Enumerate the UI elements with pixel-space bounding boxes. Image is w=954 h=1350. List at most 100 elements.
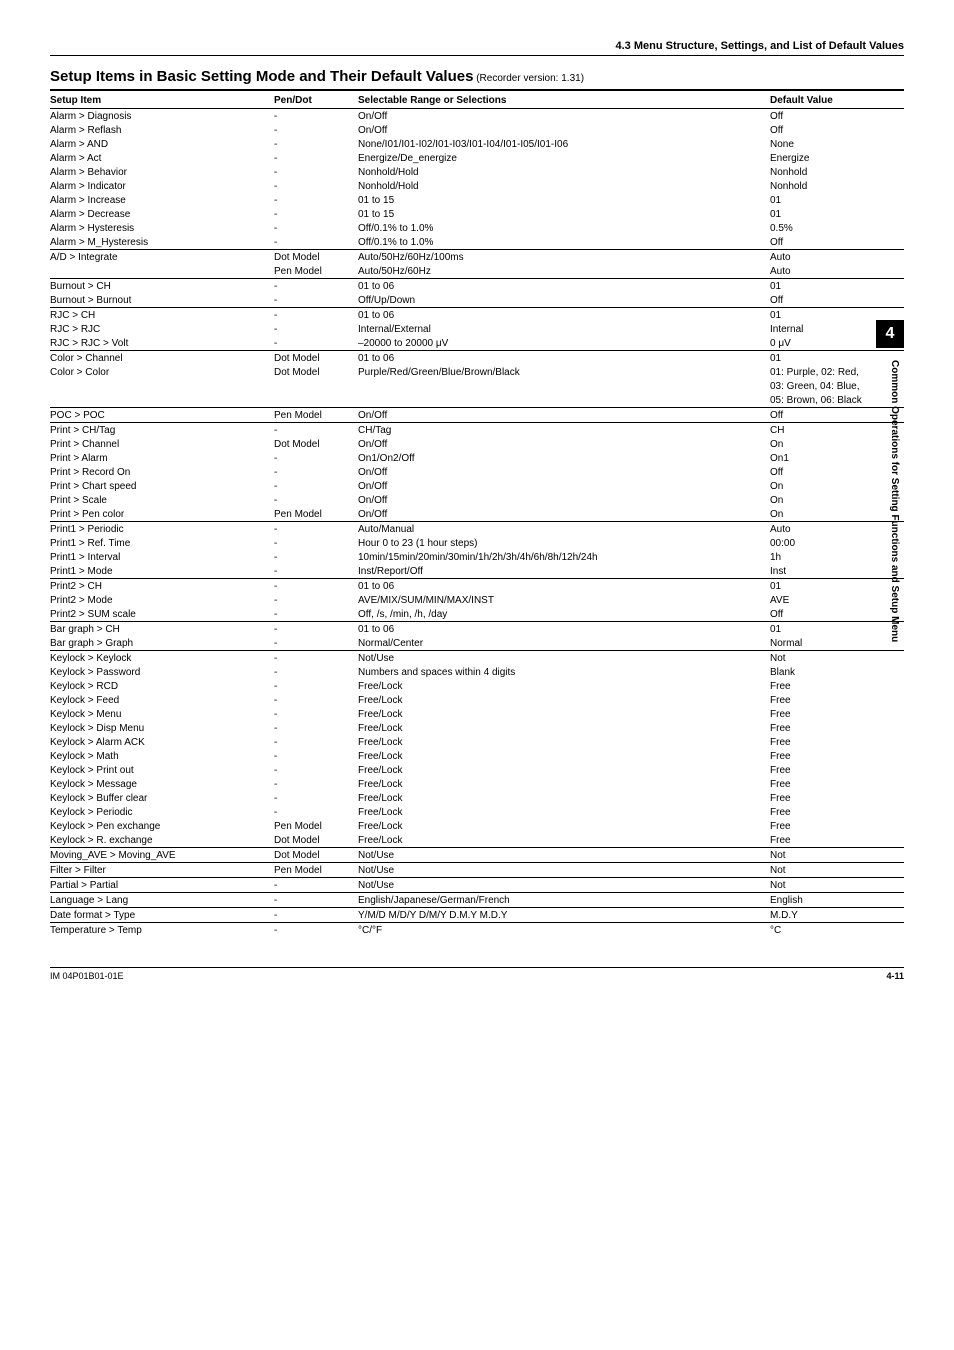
table-row: Alarm > M_Hysteresis-Off/0.1% to 1.0%Off (50, 235, 904, 250)
table-cell: None (770, 137, 904, 151)
table-row: Alarm > Reflash-On/OffOff (50, 123, 904, 137)
table-cell: Auto (770, 522, 904, 537)
table-cell: 01 to 06 (358, 351, 770, 366)
table-row: Keylock > RCD-Free/LockFree (50, 679, 904, 693)
table-cell: Free (770, 819, 904, 833)
table-row: Alarm > AND-None/I01/I01-I02/I01-I03/I01… (50, 137, 904, 151)
table-cell: –20000 to 20000 μV (358, 336, 770, 351)
table-row: Print > Scale-On/OffOn (50, 493, 904, 507)
table-cell: - (274, 749, 358, 763)
table-cell: Alarm > AND (50, 137, 274, 151)
table-cell: Dot Model (274, 437, 358, 451)
table-cell: Off (770, 235, 904, 250)
table-cell: On (770, 437, 904, 451)
table-row: A/D > IntegrateDot ModelAuto/50Hz/60Hz/1… (50, 250, 904, 265)
table-row: Print > Record On-On/OffOff (50, 465, 904, 479)
table-cell: Keylock > Password (50, 665, 274, 679)
table-row: Keylock > Periodic-Free/LockFree (50, 805, 904, 819)
table-cell: Free/Lock (358, 749, 770, 763)
table-cell: Inst (770, 564, 904, 579)
table-cell: Burnout > Burnout (50, 293, 274, 308)
table-row: Alarm > Indicator-Nonhold/HoldNonhold (50, 179, 904, 193)
table-cell: Blank (770, 665, 904, 679)
table-row: Burnout > CH-01 to 0601 (50, 279, 904, 294)
table-cell (50, 264, 274, 279)
table-cell: 01 (770, 622, 904, 637)
table-cell: - (274, 179, 358, 193)
table-cell: Alarm > Decrease (50, 207, 274, 221)
page-footer: IM 04P01B01-01E 4-11 (50, 967, 904, 981)
table-cell: - (274, 151, 358, 165)
table-cell: Keylock > Disp Menu (50, 721, 274, 735)
table-cell: Moving_AVE > Moving_AVE (50, 848, 274, 863)
col-range-header: Selectable Range or Selections (358, 93, 770, 109)
table-cell: Keylock > Feed (50, 693, 274, 707)
table-cell: - (274, 336, 358, 351)
table-cell: - (274, 791, 358, 805)
table-cell: On/Off (358, 493, 770, 507)
table-row: Keylock > Print out-Free/LockFree (50, 763, 904, 777)
table-row: Alarm > Behavior-Nonhold/HoldNonhold (50, 165, 904, 179)
table-cell: Pen Model (274, 408, 358, 423)
table-cell (274, 379, 358, 393)
table-cell: - (274, 479, 358, 493)
table-cell: Off (770, 109, 904, 124)
table-row: Print > ChannelDot ModelOn/OffOn (50, 437, 904, 451)
table-cell: Not (770, 651, 904, 666)
table-row: RJC > RJC > Volt-–20000 to 20000 μV0 μV (50, 336, 904, 351)
table-cell: Print > Pen color (50, 507, 274, 522)
settings-table: Setup Item Pen/Dot Selectable Range or S… (50, 93, 904, 937)
table-cell: - (274, 777, 358, 791)
table-row: 05: Brown, 06: Black (50, 393, 904, 408)
table-cell: Dot Model (274, 351, 358, 366)
table-cell: English/Japanese/German/French (358, 893, 770, 908)
table-cell: RJC > RJC > Volt (50, 336, 274, 351)
table-cell: Pen Model (274, 819, 358, 833)
table-cell: - (274, 805, 358, 819)
section-header: 4.3 Menu Structure, Settings, and List o… (50, 40, 904, 56)
table-cell: Off/0.1% to 1.0% (358, 235, 770, 250)
table-cell: Free (770, 749, 904, 763)
table-cell: Energize/De_energize (358, 151, 770, 165)
table-cell: °C (770, 923, 904, 938)
table-cell: Alarm > M_Hysteresis (50, 235, 274, 250)
table-cell: Free (770, 735, 904, 749)
table-cell: Energize (770, 151, 904, 165)
table-cell: Off (770, 408, 904, 423)
table-cell: - (274, 550, 358, 564)
table-cell: On/Off (358, 408, 770, 423)
table-cell: Alarm > Hysteresis (50, 221, 274, 235)
table-cell: 01: Purple, 02: Red, (770, 365, 904, 379)
table-cell: Free/Lock (358, 833, 770, 848)
table-row: Temperature > Temp-°C/°F°C (50, 923, 904, 938)
table-cell: Keylock > Alarm ACK (50, 735, 274, 749)
table-cell: 01 to 15 (358, 207, 770, 221)
table-row: Burnout > Burnout-Off/Up/DownOff (50, 293, 904, 308)
table-cell: Dot Model (274, 833, 358, 848)
table-row: Print2 > CH-01 to 0601 (50, 579, 904, 594)
table-cell: Print1 > Interval (50, 550, 274, 564)
table-cell: Y/M/D M/D/Y D/M/Y D.M.Y M.D.Y (358, 908, 770, 923)
table-cell: Not/Use (358, 651, 770, 666)
table-row: Bar graph > Graph-Normal/CenterNormal (50, 636, 904, 651)
table-cell: Free (770, 707, 904, 721)
table-cell: - (274, 308, 358, 323)
table-cell: Free/Lock (358, 693, 770, 707)
table-cell: Auto/Manual (358, 522, 770, 537)
table-cell: Dot Model (274, 250, 358, 265)
table-cell: Alarm > Reflash (50, 123, 274, 137)
table-cell (358, 379, 770, 393)
table-row: Alarm > Act-Energize/De_energizeEnergize (50, 151, 904, 165)
table-cell: Normal/Center (358, 636, 770, 651)
table-cell: Pen Model (274, 863, 358, 878)
footer-right: 4-11 (886, 971, 904, 981)
table-cell: Alarm > Act (50, 151, 274, 165)
table-cell: Not/Use (358, 878, 770, 893)
table-cell: Print > Alarm (50, 451, 274, 465)
table-row: Pen ModelAuto/50Hz/60HzAuto (50, 264, 904, 279)
table-cell: - (274, 651, 358, 666)
table-cell: - (274, 279, 358, 294)
table-cell: Keylock > RCD (50, 679, 274, 693)
table-cell: Off (770, 607, 904, 622)
table-cell: Dot Model (274, 848, 358, 863)
